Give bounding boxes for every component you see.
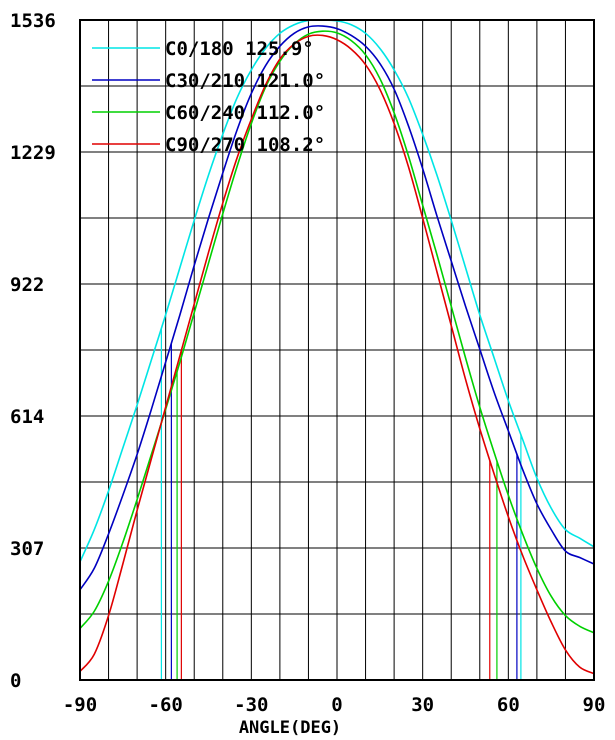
y-axis-tick-labels: 0 307 614 922 1229 1536 (10, 10, 56, 692)
beam-half-angle-markers (160, 328, 522, 680)
y-tick-label: 1229 (10, 142, 56, 164)
x-tick-label: -30 (234, 694, 268, 716)
legend-label: C30/210 121.0° (165, 70, 325, 92)
y-tick-label: 614 (10, 406, 44, 428)
y-tick-label: 307 (10, 538, 44, 560)
x-tick-label: -60 (149, 694, 183, 716)
x-axis-label: ANGLE(DEG) (239, 718, 341, 738)
legend-label: C0/180 125.9° (165, 38, 314, 60)
y-tick-label: 922 (10, 274, 44, 296)
chart-legend: C0/180 125.9° C30/210 121.0° C60/240 112.0… (92, 38, 325, 156)
x-axis-tick-labels: -90 -60 -30 0 30 60 90 (63, 694, 606, 716)
series-line (79, 25, 595, 591)
x-tick-label: -90 (63, 694, 97, 716)
y-tick-label: 1536 (10, 10, 56, 32)
chart-grid (80, 20, 594, 680)
plot-frame (79, 19, 595, 681)
x-tick-label: 30 (411, 694, 434, 716)
legend-label: C90/270 108.2° (165, 134, 325, 156)
x-tick-label: 0 (331, 694, 342, 716)
y-tick-label: 0 (10, 670, 21, 692)
legend-label: C60/240 112.0° (165, 102, 325, 124)
series-line (79, 34, 595, 675)
x-tick-label: 60 (497, 694, 520, 716)
x-tick-label: 90 (583, 694, 606, 716)
